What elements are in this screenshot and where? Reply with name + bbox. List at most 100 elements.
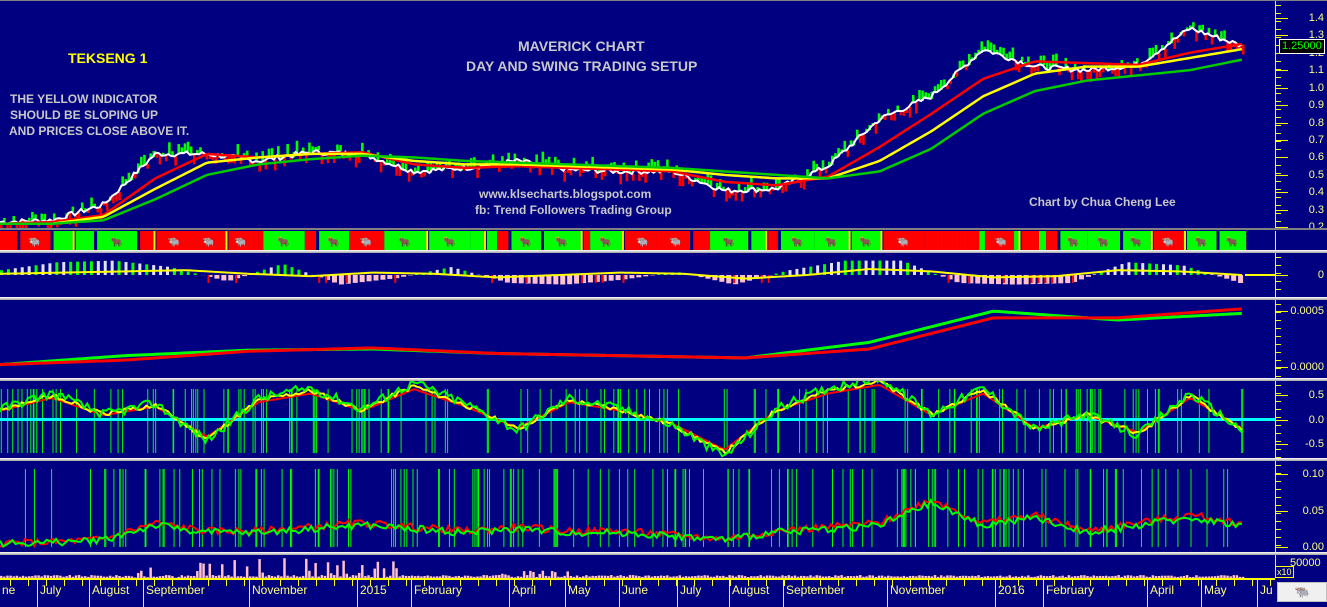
- oscillator-panel[interactable]: [0, 381, 1275, 458]
- svg-text:🐂: 🐂: [859, 236, 871, 248]
- axis-minor-tick: [1276, 173, 1281, 174]
- axis-minor-tick: [1276, 336, 1281, 337]
- axis-minor-tick: [1276, 489, 1281, 490]
- axis-tick-label: 0.3: [1309, 205, 1324, 216]
- svg-text:🐂: 🐂: [791, 236, 803, 248]
- axis-tick: [1276, 70, 1288, 71]
- date-tick: [442, 580, 443, 586]
- date-separator: [619, 580, 620, 607]
- website-link[interactable]: www.klsecharts.blogspot.com: [479, 187, 651, 201]
- date-tick: [82, 580, 83, 586]
- axis-tick: [1276, 192, 1288, 193]
- axis-minor-tick: [1276, 320, 1281, 321]
- axis-tick: [1276, 420, 1288, 421]
- date-tick: [1216, 580, 1217, 586]
- date-tick: [712, 580, 713, 586]
- date-separator: [1147, 580, 1148, 607]
- histogram-svg: [0, 253, 1275, 297]
- axis-minor-tick: [1276, 360, 1281, 361]
- date-tick: [928, 580, 929, 586]
- axis-minor-tick: [1276, 265, 1281, 266]
- bear-mode-button[interactable]: 🐃: [1277, 582, 1327, 602]
- axis-tick-label: 0.4: [1309, 187, 1324, 198]
- svg-text:🐂: 🐂: [327, 236, 339, 248]
- date-tick: [262, 580, 263, 586]
- svg-text:🐂: 🐂: [722, 236, 734, 248]
- volume-svg: [0, 555, 1275, 578]
- note-line-2: SHOULD BE SLOPING UP: [10, 108, 158, 122]
- axis-minor-tick: [1276, 441, 1281, 442]
- date-tick: [946, 580, 947, 586]
- volume-panel[interactable]: [0, 555, 1275, 578]
- price-axis[interactable]: 1.41.31.21.11.00.90.80.70.60.50.40.30.2: [1275, 1, 1327, 228]
- axis-tick-label: 1.1: [1309, 65, 1324, 76]
- axis-minor-tick: [1276, 101, 1281, 102]
- date-tick: [856, 580, 857, 586]
- date-separator: [565, 580, 566, 607]
- axis-tick-label: 1.4: [1309, 13, 1324, 24]
- date-tick: [766, 580, 767, 586]
- last-price-tag: 1.25000: [1279, 39, 1325, 54]
- axis-minor-tick: [1276, 205, 1281, 206]
- axis-minor-tick: [1276, 21, 1281, 22]
- date-tick: [982, 580, 983, 586]
- date-separator: [1201, 580, 1202, 607]
- date-label: August: [732, 583, 769, 597]
- svg-text:🐃: 🐃: [897, 237, 909, 248]
- axis-minor-tick: [1276, 376, 1281, 377]
- axis-tick-label: 1.0: [1309, 83, 1324, 94]
- axis-minor-tick: [1276, 312, 1281, 313]
- axis-minor-tick: [1276, 425, 1281, 426]
- date-separator: [677, 580, 678, 607]
- chart-subtitle: DAY AND SWING TRADING SETUP: [466, 58, 697, 74]
- axis-tick: [1276, 474, 1288, 475]
- date-tick: [406, 580, 407, 586]
- date-tick: [100, 580, 101, 586]
- date-tick: [1126, 580, 1127, 586]
- date-tick: [370, 580, 371, 586]
- svg-text:🐃: 🐃: [28, 237, 40, 248]
- volatility-svg: [0, 461, 1275, 552]
- axis-minor-tick: [1276, 257, 1281, 258]
- axis-minor-tick: [1276, 85, 1281, 86]
- date-tick: [1054, 580, 1055, 586]
- axis-tick-label: 0.05: [1303, 506, 1324, 517]
- date-tick: [604, 580, 605, 586]
- date-separator: [995, 580, 996, 607]
- svg-text:🐂: 🐂: [825, 236, 837, 248]
- date-tick: [1108, 580, 1109, 586]
- axis-tick-label: 0.7: [1309, 135, 1324, 146]
- date-label: February: [414, 583, 462, 597]
- date-tick: [190, 580, 191, 586]
- svg-text:🐂: 🐂: [443, 236, 455, 248]
- axis-minor-tick: [1276, 141, 1281, 142]
- volatility-panel[interactable]: [0, 461, 1275, 552]
- date-label: May: [568, 583, 591, 597]
- histogram-axis[interactable]: 0: [1275, 253, 1327, 297]
- date-tick: [10, 580, 11, 586]
- axis-tick: [1276, 175, 1288, 176]
- axis-minor-tick: [1276, 117, 1281, 118]
- svg-text:🐂: 🐂: [599, 236, 611, 248]
- axis-minor-tick: [1276, 133, 1281, 134]
- panel-separator[interactable]: [0, 228, 1327, 230]
- date-tick: [244, 580, 245, 586]
- date-separator: [357, 580, 358, 607]
- date-tick: [568, 580, 569, 586]
- date-separator: [887, 580, 888, 607]
- date-tick: [460, 580, 461, 586]
- date-tick: [1144, 580, 1145, 586]
- date-label: 2015: [360, 583, 387, 597]
- trend-strength-panel[interactable]: [0, 300, 1275, 378]
- axis-minor-tick: [1276, 497, 1281, 498]
- histogram-panel[interactable]: [0, 253, 1275, 297]
- date-tick: [1000, 580, 1001, 586]
- date-label: September: [786, 583, 845, 597]
- chart-title: MAVERICK CHART: [518, 38, 645, 54]
- axis-tick-label: 0.5: [1309, 170, 1324, 181]
- date-tick: [154, 580, 155, 586]
